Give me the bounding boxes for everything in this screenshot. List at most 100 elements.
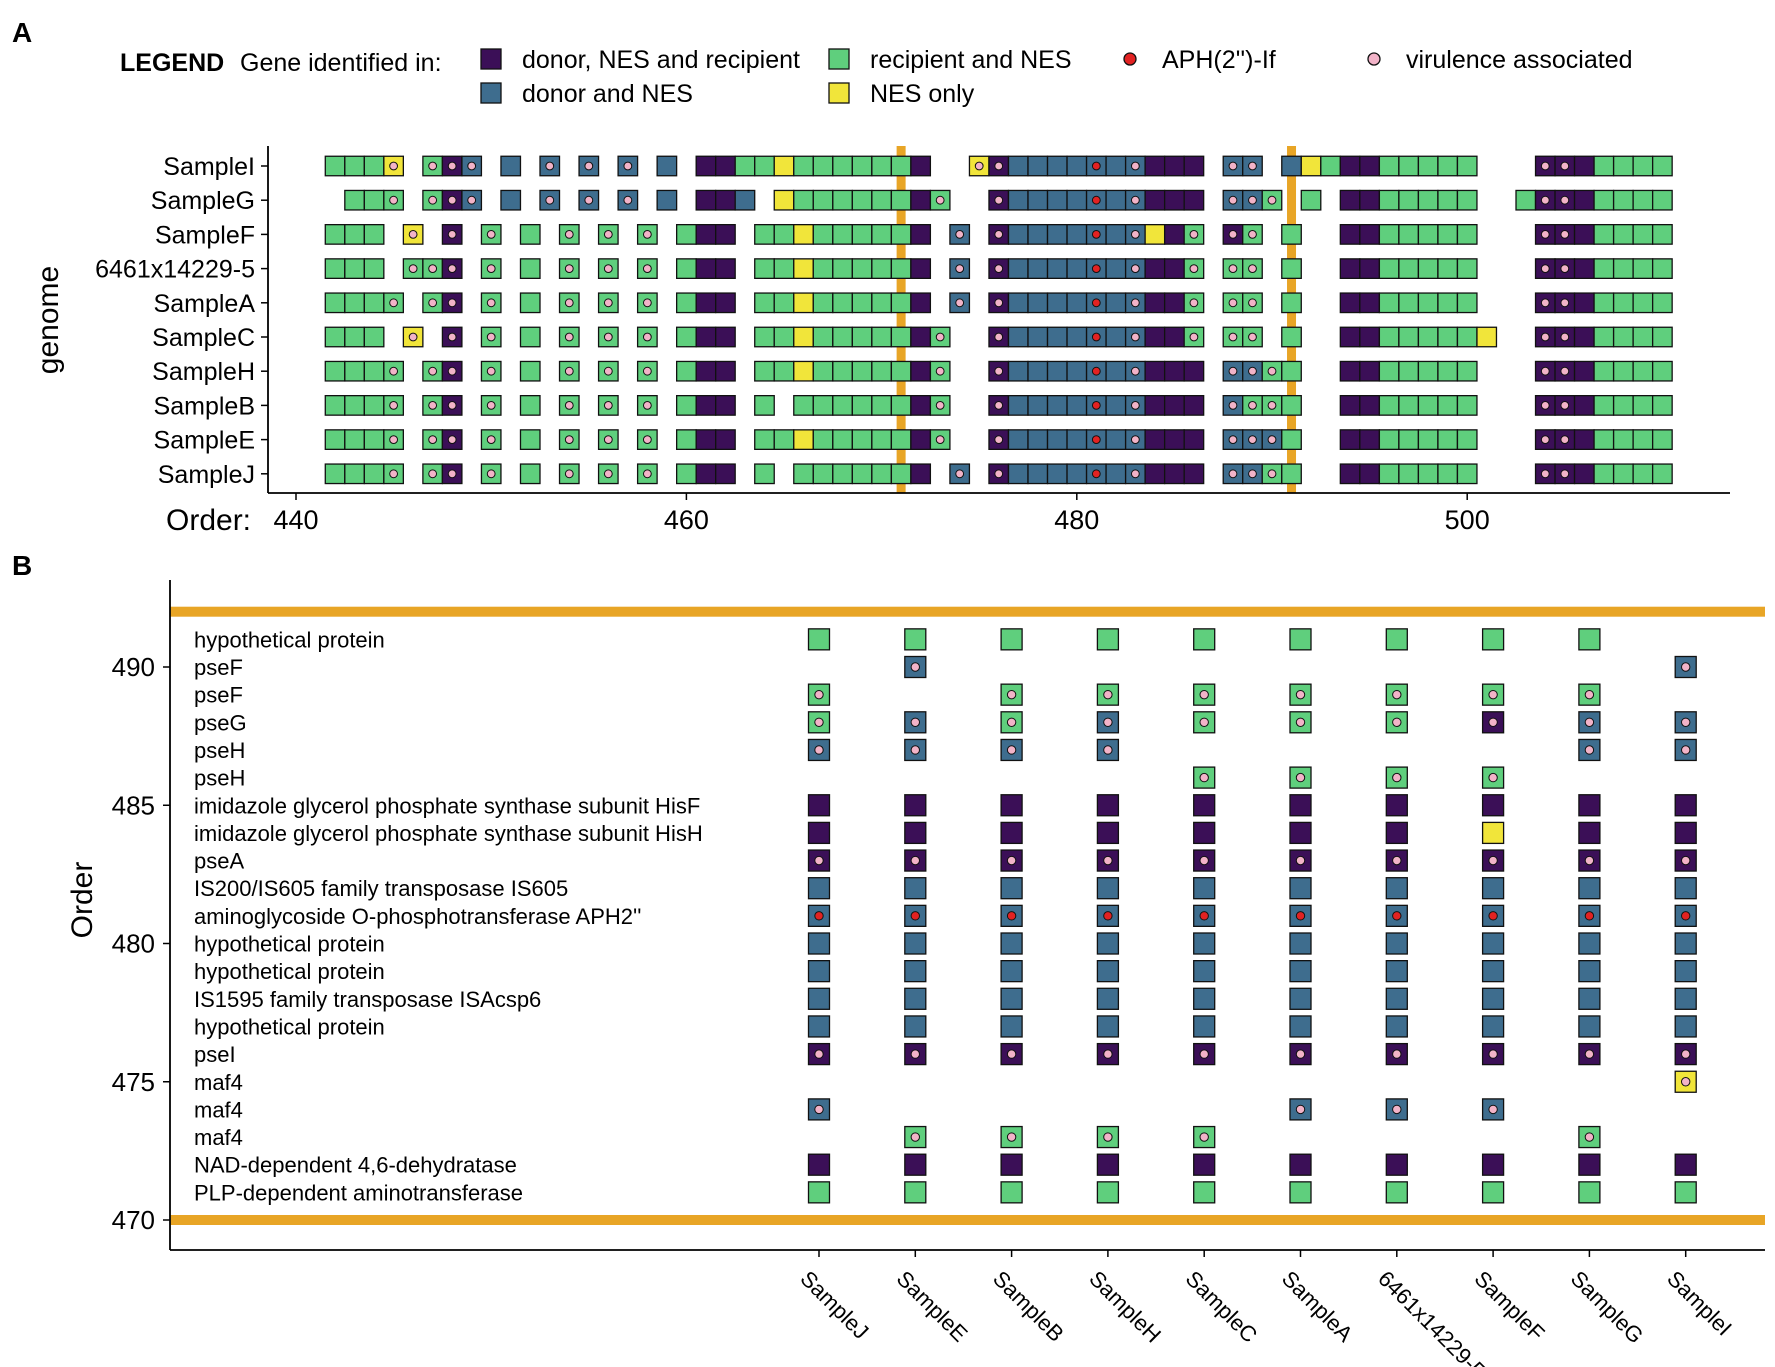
gene-cell-samplec-456-virulence-marker xyxy=(603,332,613,342)
gene-cell-samplef-471 xyxy=(890,223,912,245)
gene-cell-samplei-491 xyxy=(1281,155,1302,177)
gene-cell-6461x14229-5-505-virulence-marker xyxy=(1560,264,1570,274)
gene-cell-samplej-500 xyxy=(1456,463,1478,485)
column-label-samplef: SampleF xyxy=(1470,1266,1550,1346)
gene-cell-samplec-446-virulence-marker xyxy=(408,332,418,342)
gene-cell-6461x14229-5-495 xyxy=(1359,258,1380,280)
gene-cell-484-samplee xyxy=(904,821,927,845)
gene-cell-484-samplea xyxy=(1289,821,1312,845)
gene-cell-6461x14229-5-496 xyxy=(1378,258,1400,280)
gene-cell-476-samplec-virulence-marker xyxy=(1199,1049,1209,1059)
gene-cell-sampleh-468 xyxy=(832,360,853,382)
gene-cell-482-sampleb xyxy=(1000,877,1023,900)
gene-cell-samplef-486-virulence-marker xyxy=(1189,230,1199,239)
gene-cell-476-sampleb-virulence-marker xyxy=(1006,1049,1017,1059)
gene-cell-483-samplee-virulence-marker xyxy=(910,855,920,866)
gene-cell-samplee-444 xyxy=(363,429,385,451)
gene-cell-samplei-497 xyxy=(1398,155,1420,177)
gene-cell-samplei-479 xyxy=(1046,155,1068,177)
gene-label-486: pseH xyxy=(194,766,245,791)
gene-cell-samplec-488-virulence-marker xyxy=(1228,332,1238,342)
gene-cell-samplec-486-virulence-marker xyxy=(1189,332,1199,342)
gene-cell-samplea-508 xyxy=(1612,292,1634,314)
gene-cell-sampleb-484 xyxy=(1144,394,1166,416)
gene-cell-sampleg-480 xyxy=(1066,189,1088,211)
panel-a: SampleI SampleG SampleF 6461x14229-5 SampleA… xyxy=(32,146,1730,537)
gene-cell-sampleg-470 xyxy=(871,189,892,211)
gene-cell-samplei-461 xyxy=(695,155,717,177)
gene-cell-samplee-500 xyxy=(1456,429,1478,451)
gene-cell-482-samplej xyxy=(807,877,831,900)
gene-cell-samplec-508 xyxy=(1612,326,1634,348)
gene-cell-samplee-491 xyxy=(1281,429,1302,451)
gene-cell-samplec-500 xyxy=(1456,326,1478,348)
y-tick-label-b-470: 470 xyxy=(112,1205,155,1235)
gene-cell-sampleb-452 xyxy=(519,394,541,416)
legend-title: LEGEND xyxy=(120,49,224,77)
gene-cell-sampleg-499 xyxy=(1437,189,1459,211)
gene-cell-sampleg-481-aph-marker xyxy=(1091,195,1101,205)
gene-cell-sampleh-462 xyxy=(715,360,736,382)
gene-cell-samplej-448-virulence-marker xyxy=(447,469,457,479)
gene-cell-samplej-484 xyxy=(1144,463,1166,485)
gene-cell-samplea-505-virulence-marker xyxy=(1560,298,1570,308)
gene-cell-samplef-448-virulence-marker xyxy=(447,230,457,239)
gene-cell-samplei-466 xyxy=(793,155,814,177)
gene-cell-6461x14229-5-479 xyxy=(1046,258,1068,280)
gene-cell-6461x14229-5-482 xyxy=(1105,258,1127,280)
gene-cell-sampleg-448-virulence-marker xyxy=(447,195,457,205)
gene-cell-samplei-496 xyxy=(1378,155,1400,177)
gene-cell-samplee-448-virulence-marker xyxy=(447,435,457,445)
gene-cell-6461x14229-5-486-virulence-marker xyxy=(1189,264,1199,274)
gene-cell-samplec-444 xyxy=(363,326,385,348)
gene-cell-samplee-495 xyxy=(1359,429,1380,451)
gene-cell-483-samplea-virulence-marker xyxy=(1295,855,1306,866)
gene-cell-475-samplei-virulence-marker xyxy=(1681,1077,1691,1087)
gene-cell-6461x14229-5-442 xyxy=(324,258,346,280)
gene-cell-samplee-479 xyxy=(1046,429,1068,451)
gene-cell-samplef-488-virulence-marker xyxy=(1228,230,1238,239)
gene-cell-samplee-462 xyxy=(715,429,736,451)
gene-cell-samplec-477 xyxy=(1007,326,1029,348)
gene-cell-samplef-477 xyxy=(1007,223,1029,245)
gene-cell-samplef-500 xyxy=(1456,223,1478,245)
gene-cell-samplec-442 xyxy=(324,326,346,348)
gene-cell-477-samplef xyxy=(1481,1015,1505,1038)
gene-cell-samplee-498 xyxy=(1417,429,1439,451)
gene-cell-479-sampleh xyxy=(1096,960,1120,983)
gene-cell-sampleb-444 xyxy=(363,394,385,416)
gene-cell-samplec-479 xyxy=(1046,326,1068,348)
gene-cell-samplej-505-virulence-marker xyxy=(1560,469,1570,479)
legend-aph-2-if-icon xyxy=(1123,52,1137,66)
gene-cell-482-samplee xyxy=(904,877,927,900)
gene-cell-483-samplef-virulence-marker xyxy=(1488,855,1498,866)
gene-cell-samplej-488-virulence-marker xyxy=(1228,469,1238,479)
gene-cell-samplec-461 xyxy=(695,326,717,348)
gene-cell-6461x14229-5-469 xyxy=(851,258,873,280)
gene-cell-samplee-489-virulence-marker xyxy=(1248,435,1257,445)
gene-cell-476-samplei-virulence-marker xyxy=(1681,1049,1691,1059)
legend-recipient-and-nes-swatch xyxy=(828,48,850,70)
gene-cell-sampleh-504-virulence-marker xyxy=(1540,366,1550,376)
gene-cell-sampleb-498 xyxy=(1417,394,1439,416)
gene-cell-6461x14229-5-509 xyxy=(1632,258,1654,280)
gene-cell-samplei-508 xyxy=(1612,155,1634,177)
gene-cell-486-samplec-virulence-marker xyxy=(1199,772,1209,783)
gene-cell-samplea-460 xyxy=(676,292,697,314)
gene-label-483: pseA xyxy=(194,849,244,874)
gene-cell-sampleg-471 xyxy=(890,189,912,211)
gene-cell-samplei-482 xyxy=(1105,155,1127,177)
gene-cell-sampleb-483-virulence-marker xyxy=(1130,401,1140,410)
gene-cell-samplec-494 xyxy=(1339,326,1361,348)
gene-cell-samplej-458-virulence-marker xyxy=(642,469,652,479)
gene-cell-sampleb-462 xyxy=(715,394,736,416)
gene-cell-6461x14229-5-504-virulence-marker xyxy=(1540,264,1550,274)
gene-cell-sampleb-469 xyxy=(851,394,873,416)
gene-cell-489-samplea-virulence-marker xyxy=(1295,689,1306,700)
gene-cell-samplej-461 xyxy=(695,463,717,485)
gene-cell-491-samplea xyxy=(1289,628,1312,651)
gene-cell-samplee-452 xyxy=(519,429,541,451)
gene-cell-samplea-452 xyxy=(519,292,541,314)
gene-cell-samplee-510 xyxy=(1652,429,1673,451)
gene-cell-6461x14229-5-508 xyxy=(1612,258,1634,280)
